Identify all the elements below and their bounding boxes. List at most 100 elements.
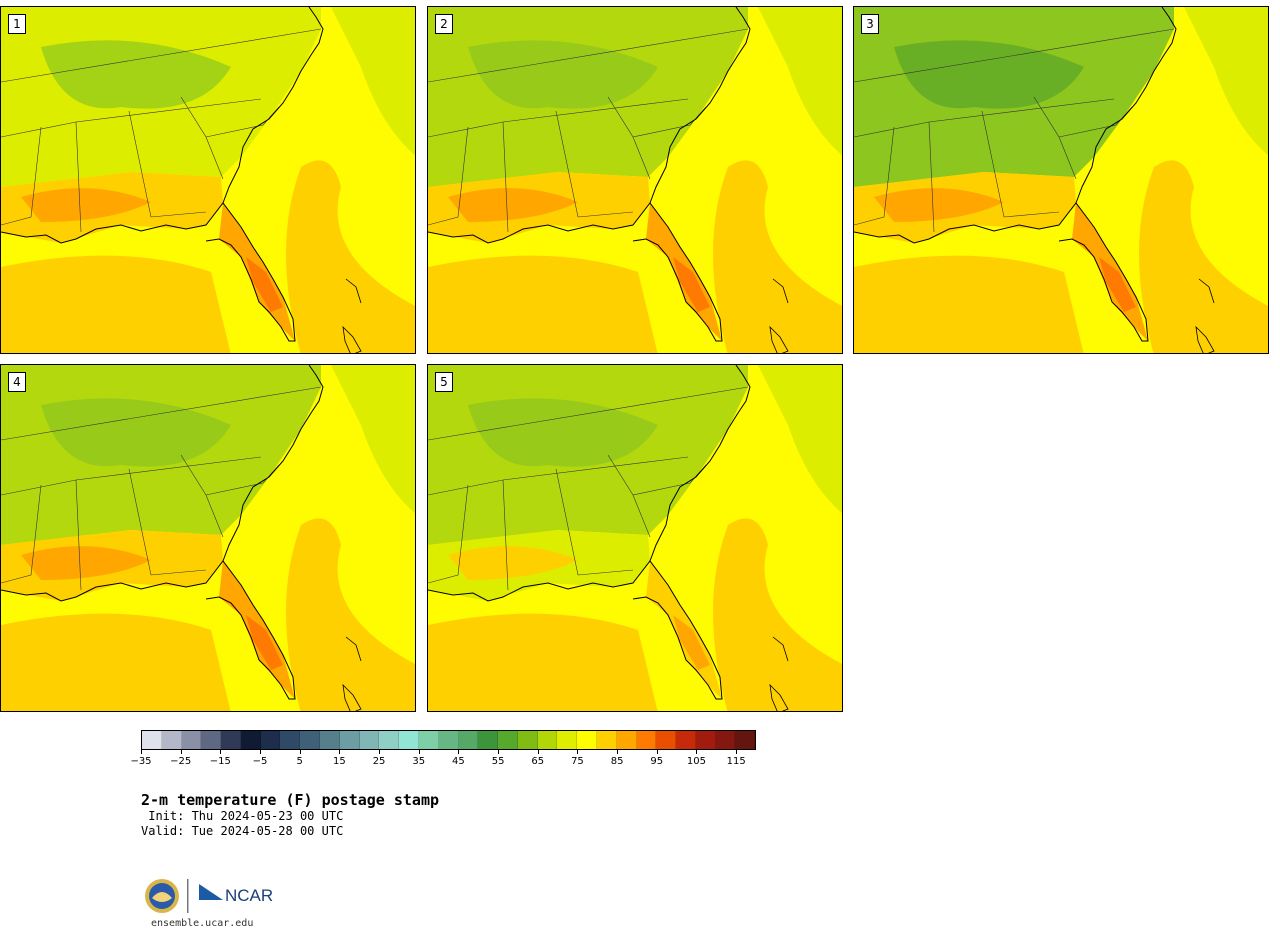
colorbar-tick bbox=[736, 750, 738, 754]
colorbar-tick bbox=[260, 750, 262, 754]
atlantic-warm-region bbox=[286, 518, 415, 711]
gulf-coastline bbox=[1, 560, 296, 700]
state-border bbox=[502, 479, 509, 591]
colorbar-tick bbox=[577, 750, 579, 754]
atlantic-cool-region bbox=[331, 7, 415, 156]
colorbar-tick-label: 55 bbox=[491, 756, 505, 767]
appalachian-cool-region bbox=[468, 40, 658, 109]
map-svg bbox=[428, 7, 842, 353]
logo-divider bbox=[187, 879, 189, 913]
warm-interior-region bbox=[874, 188, 1004, 222]
colorbar-swatch bbox=[735, 731, 756, 749]
colorbar-swatch bbox=[478, 731, 499, 749]
colorbar-swatch bbox=[458, 731, 479, 749]
map-svg bbox=[1, 365, 415, 711]
state-border bbox=[75, 479, 82, 591]
state-border bbox=[428, 386, 749, 441]
appalachian-cool-region bbox=[41, 398, 231, 467]
state-border bbox=[854, 28, 1175, 83]
website-url: ensemble.ucar.edu bbox=[151, 918, 254, 929]
colorbar-swatch bbox=[676, 731, 696, 749]
colorbar-swatch bbox=[240, 731, 261, 749]
state-border bbox=[1, 484, 42, 584]
map-panel-1: 1 bbox=[0, 6, 416, 354]
colorbar-swatch bbox=[379, 731, 400, 749]
colorbar-tick-label: −25 bbox=[170, 756, 192, 767]
colorbar-swatch bbox=[616, 731, 637, 749]
state-border bbox=[981, 110, 1005, 218]
florida-hot-region bbox=[673, 257, 710, 312]
valid-time: Valid: Tue 2024-05-28 00 UTC bbox=[141, 824, 344, 838]
map-panel-3: 3 bbox=[853, 6, 1269, 354]
bahamas-islands bbox=[1198, 278, 1215, 304]
warm-interior-region bbox=[21, 546, 151, 580]
state-border bbox=[428, 28, 749, 83]
atlantic-coastline bbox=[649, 7, 751, 204]
colorbar-swatch bbox=[577, 731, 597, 749]
warm-interior-region bbox=[448, 546, 578, 580]
state-border bbox=[502, 121, 509, 233]
florida-hot-region bbox=[246, 257, 283, 312]
colorbar-swatch bbox=[339, 731, 360, 749]
colorbar-tick bbox=[379, 750, 381, 754]
colorbar-tick bbox=[339, 750, 341, 754]
map-svg bbox=[428, 365, 842, 711]
colorbar-tick bbox=[656, 750, 658, 754]
map-svg bbox=[854, 7, 1268, 353]
bahamas-islands bbox=[772, 636, 789, 662]
atlantic-warm-region bbox=[713, 518, 842, 711]
panel-label: 1 bbox=[8, 14, 26, 34]
atlantic-warm-region bbox=[1139, 160, 1268, 353]
colorbar-swatch bbox=[636, 731, 657, 749]
state-border bbox=[428, 484, 469, 584]
colorbar-swatch bbox=[418, 731, 439, 749]
logos: NCAR bbox=[143, 876, 275, 918]
bahamas-islands bbox=[772, 278, 789, 304]
colorbar-tick-label: 105 bbox=[686, 756, 707, 767]
atlantic-warm-region bbox=[713, 160, 842, 353]
ncar-wordmark: NCAR bbox=[225, 886, 273, 905]
colorbar-swatch bbox=[260, 731, 281, 749]
state-border bbox=[555, 110, 579, 218]
warm-interior-region bbox=[21, 188, 151, 222]
bahamas-islands bbox=[342, 683, 362, 711]
appalachian-cool-region bbox=[468, 398, 658, 467]
gulf-coastline bbox=[428, 202, 723, 342]
colorbar-swatch bbox=[359, 731, 380, 749]
bahamas-islands bbox=[1195, 325, 1215, 353]
state-border bbox=[150, 211, 207, 218]
colorbar-tick-label: 25 bbox=[372, 756, 386, 767]
colorbar-tick-label: 95 bbox=[650, 756, 664, 767]
state-border bbox=[854, 126, 895, 226]
colorbar-swatch bbox=[537, 731, 558, 749]
appalachian-cool-region bbox=[894, 40, 1084, 109]
colorbar-tick-label: 45 bbox=[452, 756, 465, 767]
colorbar-tick-label: 35 bbox=[412, 756, 426, 767]
florida-hot-region bbox=[1099, 257, 1136, 312]
state-border bbox=[1, 28, 322, 83]
colorbar-ticks: −35 −25 −15 −5 5 15 25 35 45 55 65 75 85 95 105 115 bbox=[130, 750, 756, 774]
state-border bbox=[555, 468, 579, 576]
colorbar-swatch bbox=[557, 731, 578, 749]
colorbar-swatch bbox=[320, 731, 340, 749]
gulf-coastline bbox=[428, 560, 723, 700]
colorbar-tick-label: −15 bbox=[209, 756, 231, 767]
panel-label: 4 bbox=[8, 372, 26, 392]
colorbar-swatch bbox=[596, 731, 617, 749]
colorbar-tick-label: −5 bbox=[252, 756, 268, 767]
colorbar-swatch bbox=[280, 731, 301, 749]
atlantic-cool-region bbox=[758, 365, 842, 514]
colorbar-tick bbox=[696, 750, 698, 754]
map-svg bbox=[1, 7, 415, 353]
figure-title: 2-m temperature (F) postage stamp bbox=[141, 791, 440, 809]
atlantic-cool-region bbox=[1184, 7, 1268, 156]
state-border bbox=[577, 211, 634, 218]
gulf-warm-region bbox=[428, 255, 658, 353]
florida-hot-region bbox=[246, 615, 283, 670]
gulf-coastline bbox=[854, 202, 1149, 342]
bahamas-islands bbox=[342, 325, 362, 353]
colorbar-tick bbox=[299, 750, 301, 754]
map-panel-2: 2 bbox=[427, 6, 843, 354]
colorbar-swatch bbox=[715, 731, 736, 749]
map-panel-4: 4 bbox=[0, 364, 416, 712]
